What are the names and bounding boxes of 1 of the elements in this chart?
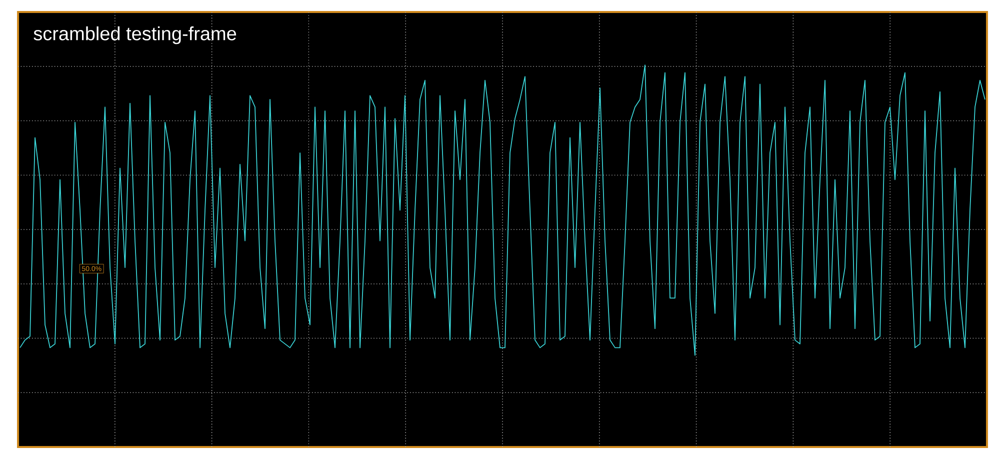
chart-title: scrambled testing-frame <box>34 26 236 44</box>
